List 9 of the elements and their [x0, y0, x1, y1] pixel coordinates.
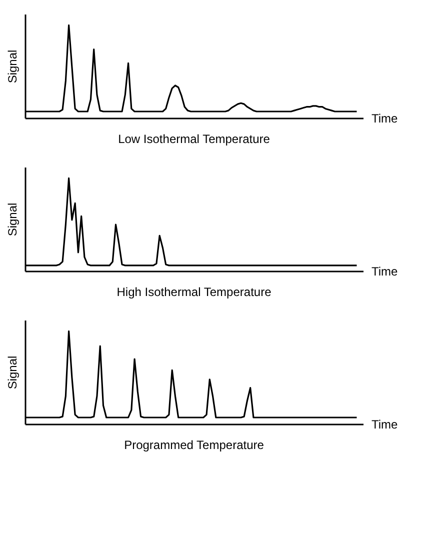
y-axis-title: Signal [6, 50, 20, 84]
text: Programmed Temperature [124, 438, 264, 452]
y-axis-title: Signal [6, 202, 20, 236]
y-axis-title: Signal [6, 356, 20, 390]
text: Low Isothermal Temperature [118, 132, 270, 146]
text: High Isothermal Temperature [116, 285, 272, 299]
x-axis-title: Time [372, 264, 398, 278]
x-axis-title: Time [372, 418, 398, 432]
x-axis-title: Time [372, 112, 398, 126]
